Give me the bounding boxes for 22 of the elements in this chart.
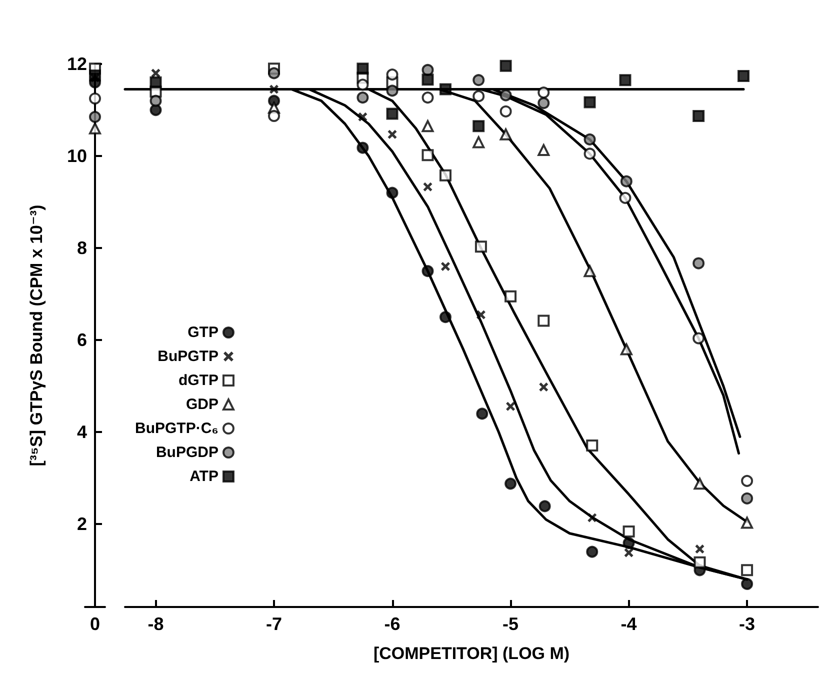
legend-label: BuPGDP <box>156 444 218 461</box>
y-tick-label: 10 <box>66 146 87 166</box>
x-tick-label: 0 <box>90 614 100 634</box>
x-tick-label: -5 <box>502 614 519 634</box>
y-tick-label: 4 <box>76 422 87 442</box>
x-tick-label: -3 <box>739 614 756 634</box>
x-tick-label: -8 <box>148 614 164 634</box>
x-axis-title: [COMPETITOR] (LOG M) <box>373 644 570 663</box>
legend-label: ATP <box>190 468 218 485</box>
legend-label: GDP <box>186 396 218 413</box>
x-tick-label: -7 <box>266 614 282 634</box>
x-tick-label: -4 <box>620 614 637 634</box>
y-tick-label: 2 <box>76 514 87 534</box>
y-tick-label: 12 <box>66 54 87 74</box>
y-tick-label: 6 <box>76 330 87 350</box>
x-tick-label: -6 <box>384 614 400 634</box>
legend-label: BuPGTP <box>158 348 218 365</box>
legend-label: dGTP <box>178 372 218 389</box>
y-tick-label: 8 <box>76 238 87 258</box>
legend-label: GTP <box>188 324 218 341</box>
legend-label: BuPGTP·C₆ <box>134 420 218 437</box>
y-axis-title: [³⁵S] GTPγS Bound (CPM x 10⁻³) <box>27 204 46 466</box>
